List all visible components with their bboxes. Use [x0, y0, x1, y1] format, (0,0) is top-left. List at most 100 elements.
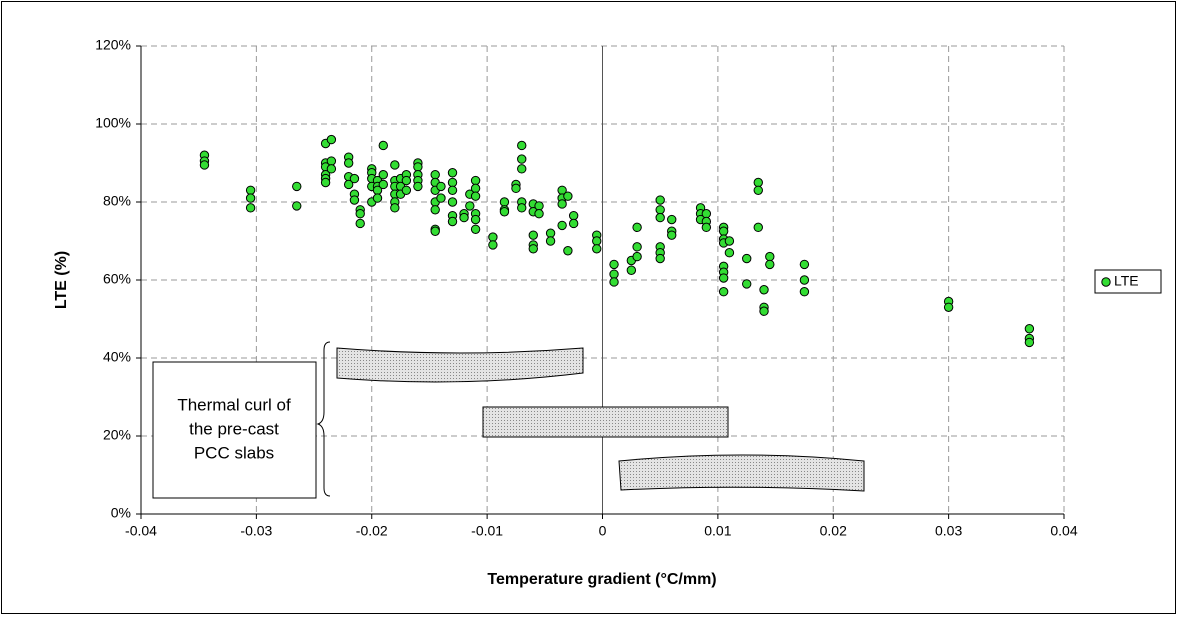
- data-point: [430, 205, 440, 215]
- data-point: [568, 218, 579, 229]
- data-point: [626, 265, 637, 275]
- data-point: [343, 179, 354, 190]
- data-point: [430, 226, 440, 236]
- data-point: [557, 220, 567, 231]
- data-point: [390, 203, 400, 213]
- y-tick-label: 120%: [95, 37, 131, 53]
- data-point: [534, 201, 544, 211]
- curled-slab: [336, 347, 584, 383]
- data-point: [718, 287, 729, 297]
- annotation-line: Thermal curl of: [177, 395, 291, 414]
- data-point: [499, 207, 510, 217]
- y-tick-label: 20%: [103, 427, 131, 443]
- legend-marker: [1101, 277, 1111, 287]
- data-point: [447, 197, 458, 207]
- data-point: [759, 285, 769, 295]
- data-point: [372, 193, 383, 203]
- data-point: [355, 218, 365, 229]
- data-point: [765, 259, 775, 270]
- data-point: [799, 259, 810, 270]
- data-point: [436, 181, 446, 192]
- annotation-line: PCC slabs: [194, 443, 274, 462]
- data-point: [470, 214, 481, 225]
- data-point: [488, 232, 498, 242]
- data-point: [390, 160, 400, 170]
- data-point: [655, 205, 665, 215]
- data-point: [245, 185, 256, 196]
- data-point: [447, 185, 458, 196]
- data-point: [701, 222, 712, 233]
- data-point: [326, 164, 337, 174]
- data-point: [557, 199, 567, 209]
- data-point: [592, 236, 602, 246]
- data-point: [799, 275, 810, 285]
- data-point: [349, 195, 360, 205]
- data-point: [378, 140, 388, 151]
- data-point: [943, 302, 954, 312]
- data-point: [470, 224, 481, 235]
- data-point: [320, 177, 331, 188]
- x-tick-label: -0.03: [240, 523, 272, 539]
- data-point: [436, 193, 446, 203]
- data-point: [488, 240, 498, 250]
- data-point: [563, 191, 573, 201]
- data-point: [655, 212, 665, 223]
- data-point: [343, 158, 354, 168]
- y-tick-label: 100%: [95, 115, 131, 131]
- x-tick-label: -0.04: [125, 523, 157, 539]
- data-point: [499, 197, 510, 207]
- x-tick-label: 0.02: [820, 523, 847, 539]
- data-point: [292, 181, 302, 192]
- data-point: [511, 183, 521, 194]
- flat-slab: [482, 406, 729, 438]
- data-point: [632, 242, 642, 252]
- y-tick-label: 0%: [111, 505, 131, 521]
- data-point: [470, 191, 481, 201]
- data-point: [326, 134, 337, 145]
- data-point: [413, 162, 423, 172]
- x-tick-label: 0.04: [1050, 523, 1077, 539]
- data-point: [718, 273, 729, 283]
- data-point: [470, 175, 481, 186]
- data-point: [655, 253, 665, 264]
- data-point: [753, 222, 763, 233]
- data-point: [655, 195, 665, 205]
- data-point: [447, 177, 458, 188]
- y-tick-label: 60%: [103, 271, 131, 287]
- data-point: [724, 236, 735, 246]
- y-tick-label: 80%: [103, 193, 131, 209]
- data-point: [1024, 337, 1035, 348]
- data-point: [447, 168, 458, 178]
- data-point: [378, 170, 388, 180]
- x-tick-label: -0.01: [471, 523, 503, 539]
- data-point: [355, 209, 365, 219]
- x-axis-title: Temperature gradient (°C/mm): [487, 571, 716, 588]
- data-point: [701, 209, 712, 219]
- data-point: [545, 228, 556, 238]
- data-point: [245, 203, 256, 213]
- x-tick-label: -0.02: [356, 523, 388, 539]
- annotation-line: the pre-cast: [189, 419, 279, 438]
- data-point: [632, 222, 642, 233]
- data-point: [1024, 324, 1035, 334]
- data-point: [401, 185, 412, 196]
- data-point: [528, 230, 538, 240]
- data-point: [326, 156, 337, 166]
- data-point: [447, 216, 458, 227]
- annotation-box: [152, 361, 317, 499]
- data-point: [568, 210, 579, 221]
- data-point: [609, 269, 619, 279]
- data-point: [592, 244, 602, 254]
- data-point: [470, 183, 481, 194]
- data-point: [753, 185, 763, 196]
- data-point: [667, 230, 677, 240]
- data-point: [199, 160, 210, 170]
- data-point: [609, 259, 619, 270]
- data-point: [528, 244, 538, 254]
- data-point: [742, 279, 752, 289]
- data-point: [517, 203, 527, 213]
- data-point: [378, 179, 388, 190]
- y-axis-title: LTE (%): [53, 251, 70, 309]
